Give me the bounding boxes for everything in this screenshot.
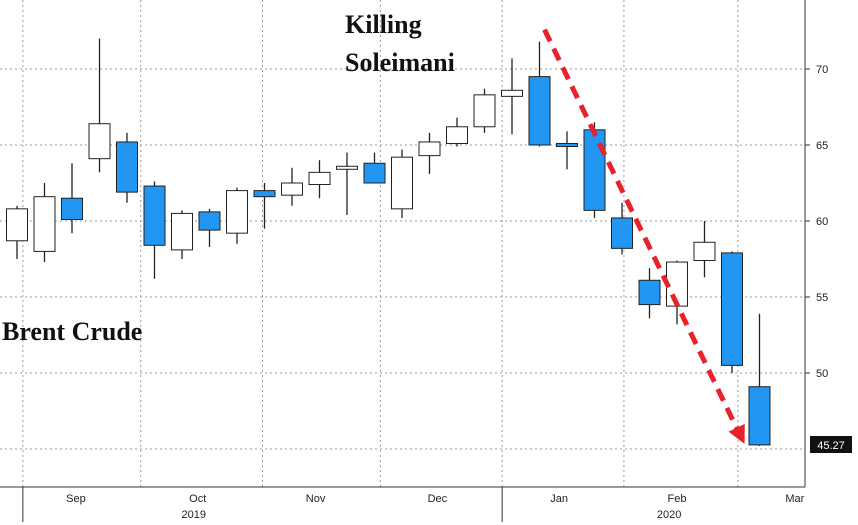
candle-body [473, 94, 496, 128]
candle-body [198, 211, 221, 231]
candle-body [418, 141, 441, 157]
candle-body [308, 171, 331, 186]
candles [6, 38, 771, 446]
candle-body [6, 208, 28, 242]
y-tick-label: 60 [816, 216, 828, 228]
candle-body [171, 212, 193, 251]
x-tick-label: Oct [189, 493, 206, 505]
trend-arrow-line [542, 28, 741, 434]
x-tick-label: Mar [785, 493, 804, 505]
axes: 50 55 60 65 70 Sep Oct Nov Dec Jan Feb Mar 2019 2020 [0, 0, 828, 522]
x-tick-label: Feb [668, 493, 687, 505]
candle-body [748, 386, 771, 446]
y-tick-label: 65 [816, 140, 828, 152]
x-tick-label: Nov [306, 493, 326, 505]
candle-body [143, 185, 166, 246]
candle-body [721, 252, 743, 366]
x-tick-label: Sep [66, 493, 86, 505]
candle-body [363, 162, 386, 184]
candle-body [226, 190, 248, 234]
candle-body [528, 76, 551, 146]
candle-body [253, 190, 276, 198]
candle-body [446, 126, 468, 144]
trend-arrowhead [728, 423, 745, 444]
candle-body [61, 197, 83, 220]
candle-body [638, 279, 661, 306]
year-label: 2020 [657, 509, 681, 521]
candle-body [501, 89, 523, 97]
last-price-label: 45.27 [817, 440, 845, 452]
x-tick-label: Jan [550, 493, 568, 505]
candle-body [336, 165, 358, 170]
y-tick-label: 50 [816, 368, 828, 380]
last-price-badge: 45.27 [810, 436, 852, 453]
candle-body [583, 129, 606, 211]
candle-body [611, 217, 633, 249]
candle-body [693, 241, 716, 262]
candle-body [391, 156, 413, 210]
candle-body [281, 182, 303, 196]
series-label: Brent Crude [2, 317, 142, 346]
year-label: 2019 [182, 509, 206, 521]
event-annotation-line1: Killing [345, 10, 422, 39]
candle-body [556, 142, 578, 148]
candle-body [33, 196, 56, 252]
event-annotation-line2: Soleimani [345, 48, 455, 77]
y-tick-label: 55 [816, 292, 828, 304]
y-tick-label: 70 [816, 64, 828, 76]
trend-arrow [542, 28, 745, 444]
candle-body [88, 123, 111, 160]
candle-body [116, 141, 138, 193]
x-tick-label: Dec [428, 493, 448, 505]
